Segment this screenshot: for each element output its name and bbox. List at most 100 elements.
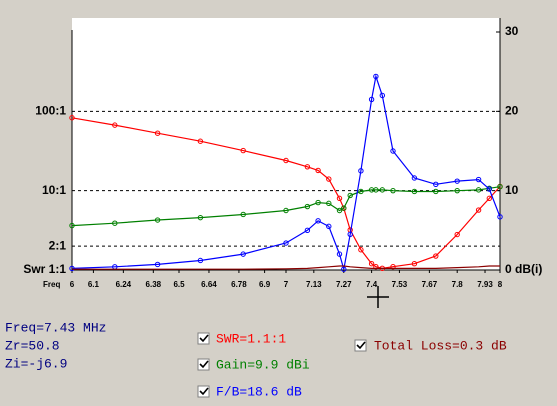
- point: [454, 231, 460, 238]
- point: [373, 187, 379, 193]
- x-tick-label: 6.38: [146, 280, 162, 289]
- x-tick-label: 6: [70, 280, 75, 289]
- gain-readout: Gain=9.9 dBi: [216, 357, 310, 372]
- point: [358, 247, 364, 253]
- point: [240, 211, 246, 218]
- point: [304, 227, 311, 234]
- point: [486, 186, 492, 192]
- point: [475, 207, 482, 213]
- x-tick-label: 7.53: [392, 280, 408, 289]
- point: [475, 187, 482, 193]
- fb-readout: F/B=18.6 dB: [216, 384, 302, 399]
- point: [197, 138, 204, 144]
- y2-tick-label: 20: [505, 104, 519, 118]
- x-tick-label: 7.67: [422, 280, 438, 289]
- x-tick-label: 7.13: [306, 280, 322, 289]
- point: [390, 148, 396, 154]
- y-tick-label: 10:1: [42, 183, 66, 197]
- y2-tick-label: 0 dB(i): [505, 262, 542, 276]
- point: [411, 175, 418, 181]
- x-tick-label: 7.4: [366, 280, 378, 289]
- x-tick-label: 6.1: [88, 280, 100, 289]
- point: [433, 253, 439, 259]
- cursor: [367, 286, 389, 308]
- point: [475, 176, 482, 183]
- point: [373, 73, 379, 80]
- point: [497, 184, 503, 190]
- point: [69, 265, 75, 272]
- y-tick-label: Swr 1:1: [23, 262, 66, 276]
- point: [315, 218, 321, 224]
- point: [283, 157, 289, 164]
- point: [336, 195, 343, 202]
- point: [433, 181, 439, 188]
- point: [347, 192, 353, 199]
- point: [304, 164, 311, 170]
- x-axis-label: Freq: [43, 280, 60, 289]
- point: [433, 188, 439, 195]
- gain-checkbox[interactable]: [197, 358, 210, 371]
- point: [69, 222, 75, 229]
- point: [336, 251, 343, 257]
- x-tick-label: 6.9: [259, 280, 271, 289]
- zr-readout: Zr=50.8: [5, 338, 60, 353]
- point: [411, 188, 418, 195]
- point: [315, 167, 321, 174]
- point: [69, 115, 75, 121]
- point: [240, 147, 246, 154]
- point: [347, 231, 353, 238]
- point: [390, 187, 396, 194]
- point: [283, 207, 289, 214]
- point: [154, 130, 161, 136]
- series-line: [72, 265, 500, 270]
- x-tick-label: 6.24: [116, 280, 132, 289]
- y-tick-label: 2:1: [49, 238, 67, 252]
- point: [326, 223, 332, 230]
- x-tick-label: 6.5: [173, 280, 185, 289]
- y-tick-label: 100:1: [35, 104, 66, 118]
- y2-tick-label: 30: [505, 24, 519, 38]
- point: [112, 122, 118, 128]
- point: [358, 188, 364, 195]
- series-line: [71, 117, 501, 269]
- fb-checkbox[interactable]: [197, 385, 210, 398]
- x-tick-label: 7.93: [477, 280, 493, 289]
- x-tick-label: 7.8: [452, 280, 464, 289]
- zi-readout: Zi=-j6.9: [5, 356, 67, 371]
- point: [326, 200, 332, 207]
- point: [240, 251, 246, 257]
- point: [197, 214, 204, 221]
- freq-readout: Freq=7.43 MHz: [5, 320, 106, 335]
- point: [454, 178, 460, 184]
- point: [154, 261, 161, 268]
- point: [112, 220, 118, 226]
- point: [197, 257, 204, 264]
- point: [341, 266, 347, 272]
- point: [341, 205, 347, 211]
- x-tick-label: 7.27: [336, 280, 352, 289]
- point: [379, 187, 385, 193]
- point: [411, 261, 418, 267]
- point: [486, 195, 492, 202]
- y2-tick-label: 10: [505, 183, 519, 197]
- series-line: [71, 186, 501, 227]
- point: [336, 207, 343, 214]
- series-line: [71, 74, 501, 270]
- point: [326, 176, 332, 182]
- point: [497, 214, 503, 220]
- swr-checkbox[interactable]: [197, 332, 210, 345]
- point: [283, 240, 289, 246]
- point: [379, 92, 385, 99]
- point: [304, 203, 311, 210]
- loss-checkbox[interactable]: [354, 339, 367, 352]
- point: [454, 187, 460, 194]
- point: [368, 96, 375, 103]
- loss-readout: Total Loss=0.3 dB: [374, 338, 507, 353]
- point: [154, 217, 161, 223]
- point: [358, 168, 364, 174]
- x-tick-label: 7: [284, 280, 289, 289]
- x-tick-label: 6.78: [231, 280, 247, 289]
- plot-area: [72, 18, 500, 270]
- x-tick-label: 6.64: [201, 280, 217, 289]
- swr-readout: SWR=1.1:1: [216, 331, 286, 346]
